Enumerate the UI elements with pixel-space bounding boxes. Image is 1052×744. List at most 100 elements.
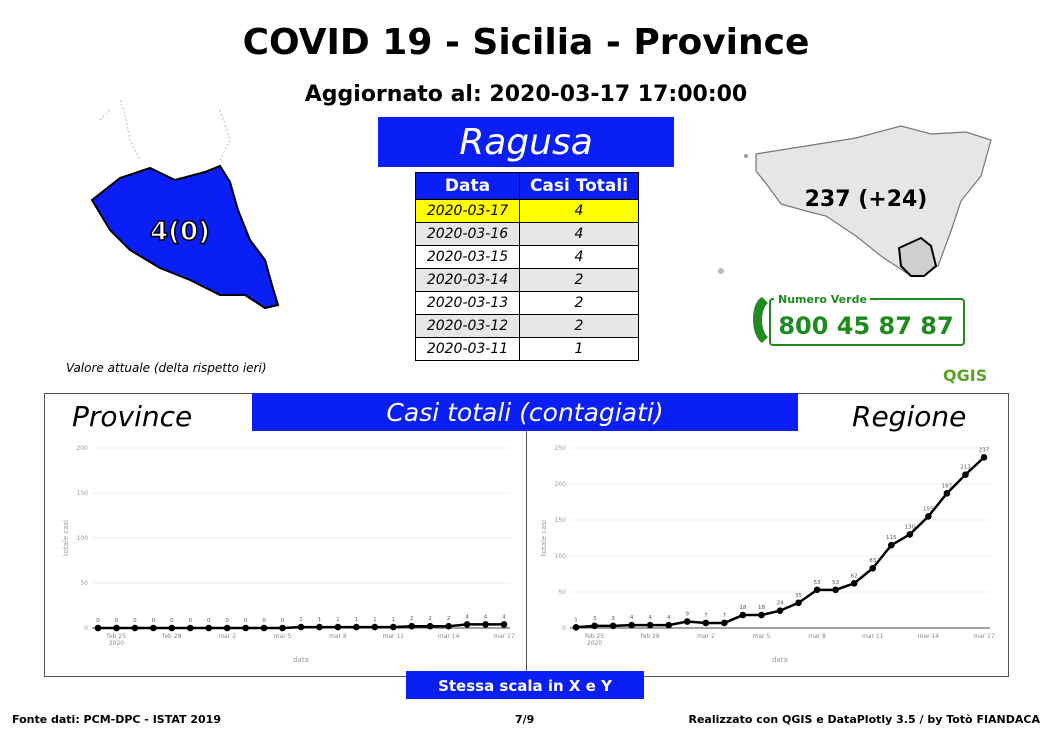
region-map-value: 237 (+24)	[805, 187, 928, 212]
data-label: 155	[923, 506, 934, 512]
data-point	[869, 564, 877, 572]
data-point	[683, 618, 691, 625]
data-point	[168, 624, 176, 632]
phone-label-bg	[774, 291, 870, 305]
row-date: 2020-03-15	[415, 245, 520, 269]
qgis-logo: QGIS	[943, 366, 988, 385]
table-row: 2020-03-16 4	[415, 222, 639, 246]
data-label: 187	[942, 483, 953, 489]
y-tick-label: 150	[555, 517, 567, 524]
data-label: 0	[262, 618, 266, 624]
data-label: 53	[832, 580, 839, 586]
table-row: 2020-03-14 2	[415, 268, 639, 292]
data-point	[850, 580, 858, 587]
data-point	[297, 623, 305, 631]
table-row: 2020-03-13 2	[415, 291, 639, 315]
data-label: 2	[447, 616, 451, 622]
x-tick-label: mar 8	[808, 633, 826, 640]
data-label: 62	[851, 573, 858, 579]
data-point	[962, 471, 969, 478]
x-tick-label: feb 28	[641, 633, 660, 640]
x-tick-label: mar 5	[753, 633, 771, 640]
data-point	[813, 586, 821, 594]
y-axis-label: totale casi	[62, 520, 70, 556]
x-tick-label: mar 11	[862, 633, 884, 640]
footer-page-number: 7/9	[515, 713, 535, 726]
row-date: 2020-03-14	[415, 268, 520, 292]
table-row: 2020-03-17 4	[415, 199, 639, 223]
island-dot	[744, 154, 748, 158]
data-point	[371, 623, 379, 631]
data-point	[113, 624, 120, 632]
data-label: 0	[96, 618, 100, 624]
region-panel-label: Regione	[852, 400, 967, 433]
data-point	[906, 531, 914, 538]
data-point	[260, 624, 268, 632]
x-tick-label: mar 2	[697, 633, 715, 640]
y-axis-label: totale casi	[540, 520, 548, 556]
data-point	[776, 607, 784, 615]
footer-credits: Realizzato con QGIS e DataPlotly 3.5 / b…	[688, 713, 1040, 726]
row-value: 2	[519, 314, 639, 338]
data-point	[572, 623, 580, 631]
data-point	[94, 624, 102, 632]
data-label: 1	[318, 617, 322, 623]
data-label: 1	[336, 617, 340, 623]
data-label: 35	[795, 593, 802, 599]
data-label: 0	[170, 618, 174, 624]
data-label: 1	[392, 617, 396, 623]
data-label: 53	[814, 580, 821, 586]
y-tick-label: 50	[558, 589, 566, 596]
data-label: 0	[189, 618, 193, 624]
x-tick-label: mar 8	[329, 633, 347, 640]
data-label: 4	[667, 615, 671, 621]
table-row: 2020-03-12 2	[415, 314, 639, 338]
data-label: 0	[152, 618, 156, 624]
legend-note: Valore attuale (delta rispetto ieri)	[66, 361, 267, 375]
column-header-date: Data	[415, 172, 520, 200]
data-point	[334, 623, 342, 631]
row-value: 4	[519, 245, 639, 269]
phone-icon	[753, 297, 768, 343]
phone-badge: Numero Verde 800 45 87 87	[753, 291, 965, 346]
data-label: 4	[465, 614, 469, 620]
data-point	[980, 454, 988, 461]
data-label: 2	[410, 616, 414, 622]
x-axis-label: data	[293, 656, 309, 664]
data-label: 4	[502, 614, 506, 620]
data-point	[500, 621, 508, 628]
data-point	[739, 611, 747, 619]
x-tick-label: 2020	[587, 640, 602, 647]
page-title: COVID 19 - Sicilia - Province	[242, 22, 810, 63]
data-point	[482, 621, 489, 628]
row-value: 4	[519, 222, 639, 246]
data-label: 0	[244, 618, 248, 624]
row-value: 1	[519, 337, 639, 361]
phone-label: Numero Verde	[778, 293, 867, 306]
data-label: 24	[777, 601, 784, 607]
ragusa-highlight-shape	[897, 236, 938, 277]
data-label: 1	[299, 617, 303, 623]
x-tick-label: mar 17	[493, 633, 515, 640]
data-label: 4	[648, 615, 652, 621]
data-point	[591, 622, 598, 630]
x-tick-label: mar 14	[438, 633, 460, 640]
data-point	[279, 624, 286, 632]
data-label: 1	[574, 617, 578, 623]
ragusa-province-shape	[90, 164, 280, 310]
x-tick-label: feb 25	[107, 633, 126, 640]
province-panel-label: Province	[72, 400, 193, 433]
region-map: 237 (+24)	[718, 125, 992, 277]
y-tick-label: 0	[562, 625, 566, 632]
data-point	[150, 624, 157, 632]
data-point	[887, 541, 895, 549]
sicily-shape	[755, 125, 992, 277]
data-label: 0	[115, 618, 119, 624]
data-label: 83	[869, 558, 876, 564]
row-date: 2020-03-13	[415, 291, 520, 315]
footer-source: Fonte dati: PCM-DPC - ISTAT 2019	[12, 713, 221, 726]
charts-title: Casi totali (contagiati)	[252, 393, 798, 431]
data-label: 9	[686, 612, 690, 618]
x-tick-label: mar 2	[218, 633, 236, 640]
